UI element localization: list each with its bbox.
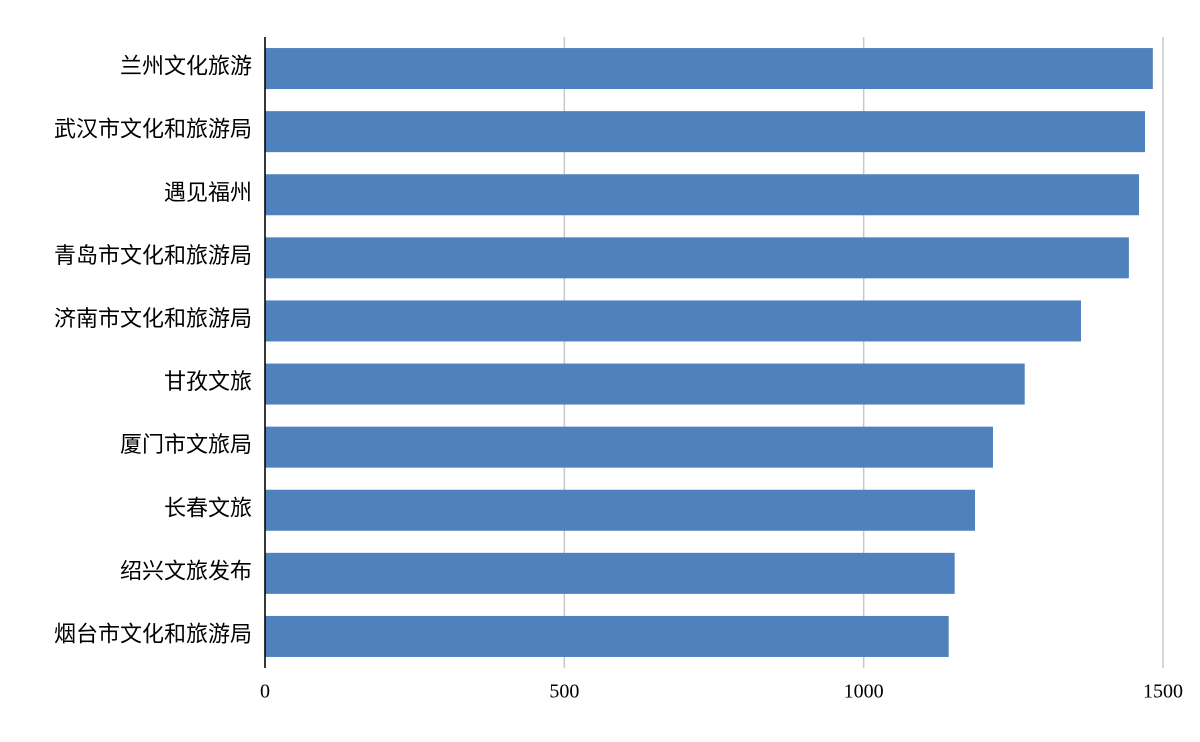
y-tick-label: 长春文旅 bbox=[164, 495, 252, 520]
y-tick-label: 厦门市文旅局 bbox=[120, 432, 252, 457]
bar bbox=[265, 552, 955, 594]
y-tick-label: 兰州文化旅游 bbox=[120, 54, 252, 79]
x-tick-label: 0 bbox=[260, 681, 270, 703]
bar bbox=[265, 363, 1025, 405]
y-tick-label: 甘孜文旅 bbox=[164, 369, 252, 394]
bar bbox=[265, 48, 1153, 90]
bar bbox=[265, 426, 993, 468]
y-tick-label: 遇见福州 bbox=[164, 180, 252, 205]
x-tick-label: 1000 bbox=[844, 681, 884, 703]
y-tick-label: 武汉市文化和旅游局 bbox=[54, 117, 252, 142]
bar bbox=[265, 489, 976, 531]
y-tick-label: 烟台市文化和旅游局 bbox=[54, 621, 252, 646]
x-tick-label: 1500 bbox=[1143, 681, 1183, 703]
y-tick-label: 青岛市文化和旅游局 bbox=[54, 243, 252, 268]
bar bbox=[265, 174, 1140, 216]
bar bbox=[265, 615, 949, 657]
bar bbox=[265, 237, 1129, 279]
bar bbox=[265, 111, 1146, 153]
y-tick-label: 绍兴文旅发布 bbox=[120, 558, 252, 583]
y-tick-label: 济南市文化和旅游局 bbox=[54, 306, 252, 331]
bar bbox=[265, 300, 1081, 342]
x-tick-label: 500 bbox=[549, 681, 579, 703]
